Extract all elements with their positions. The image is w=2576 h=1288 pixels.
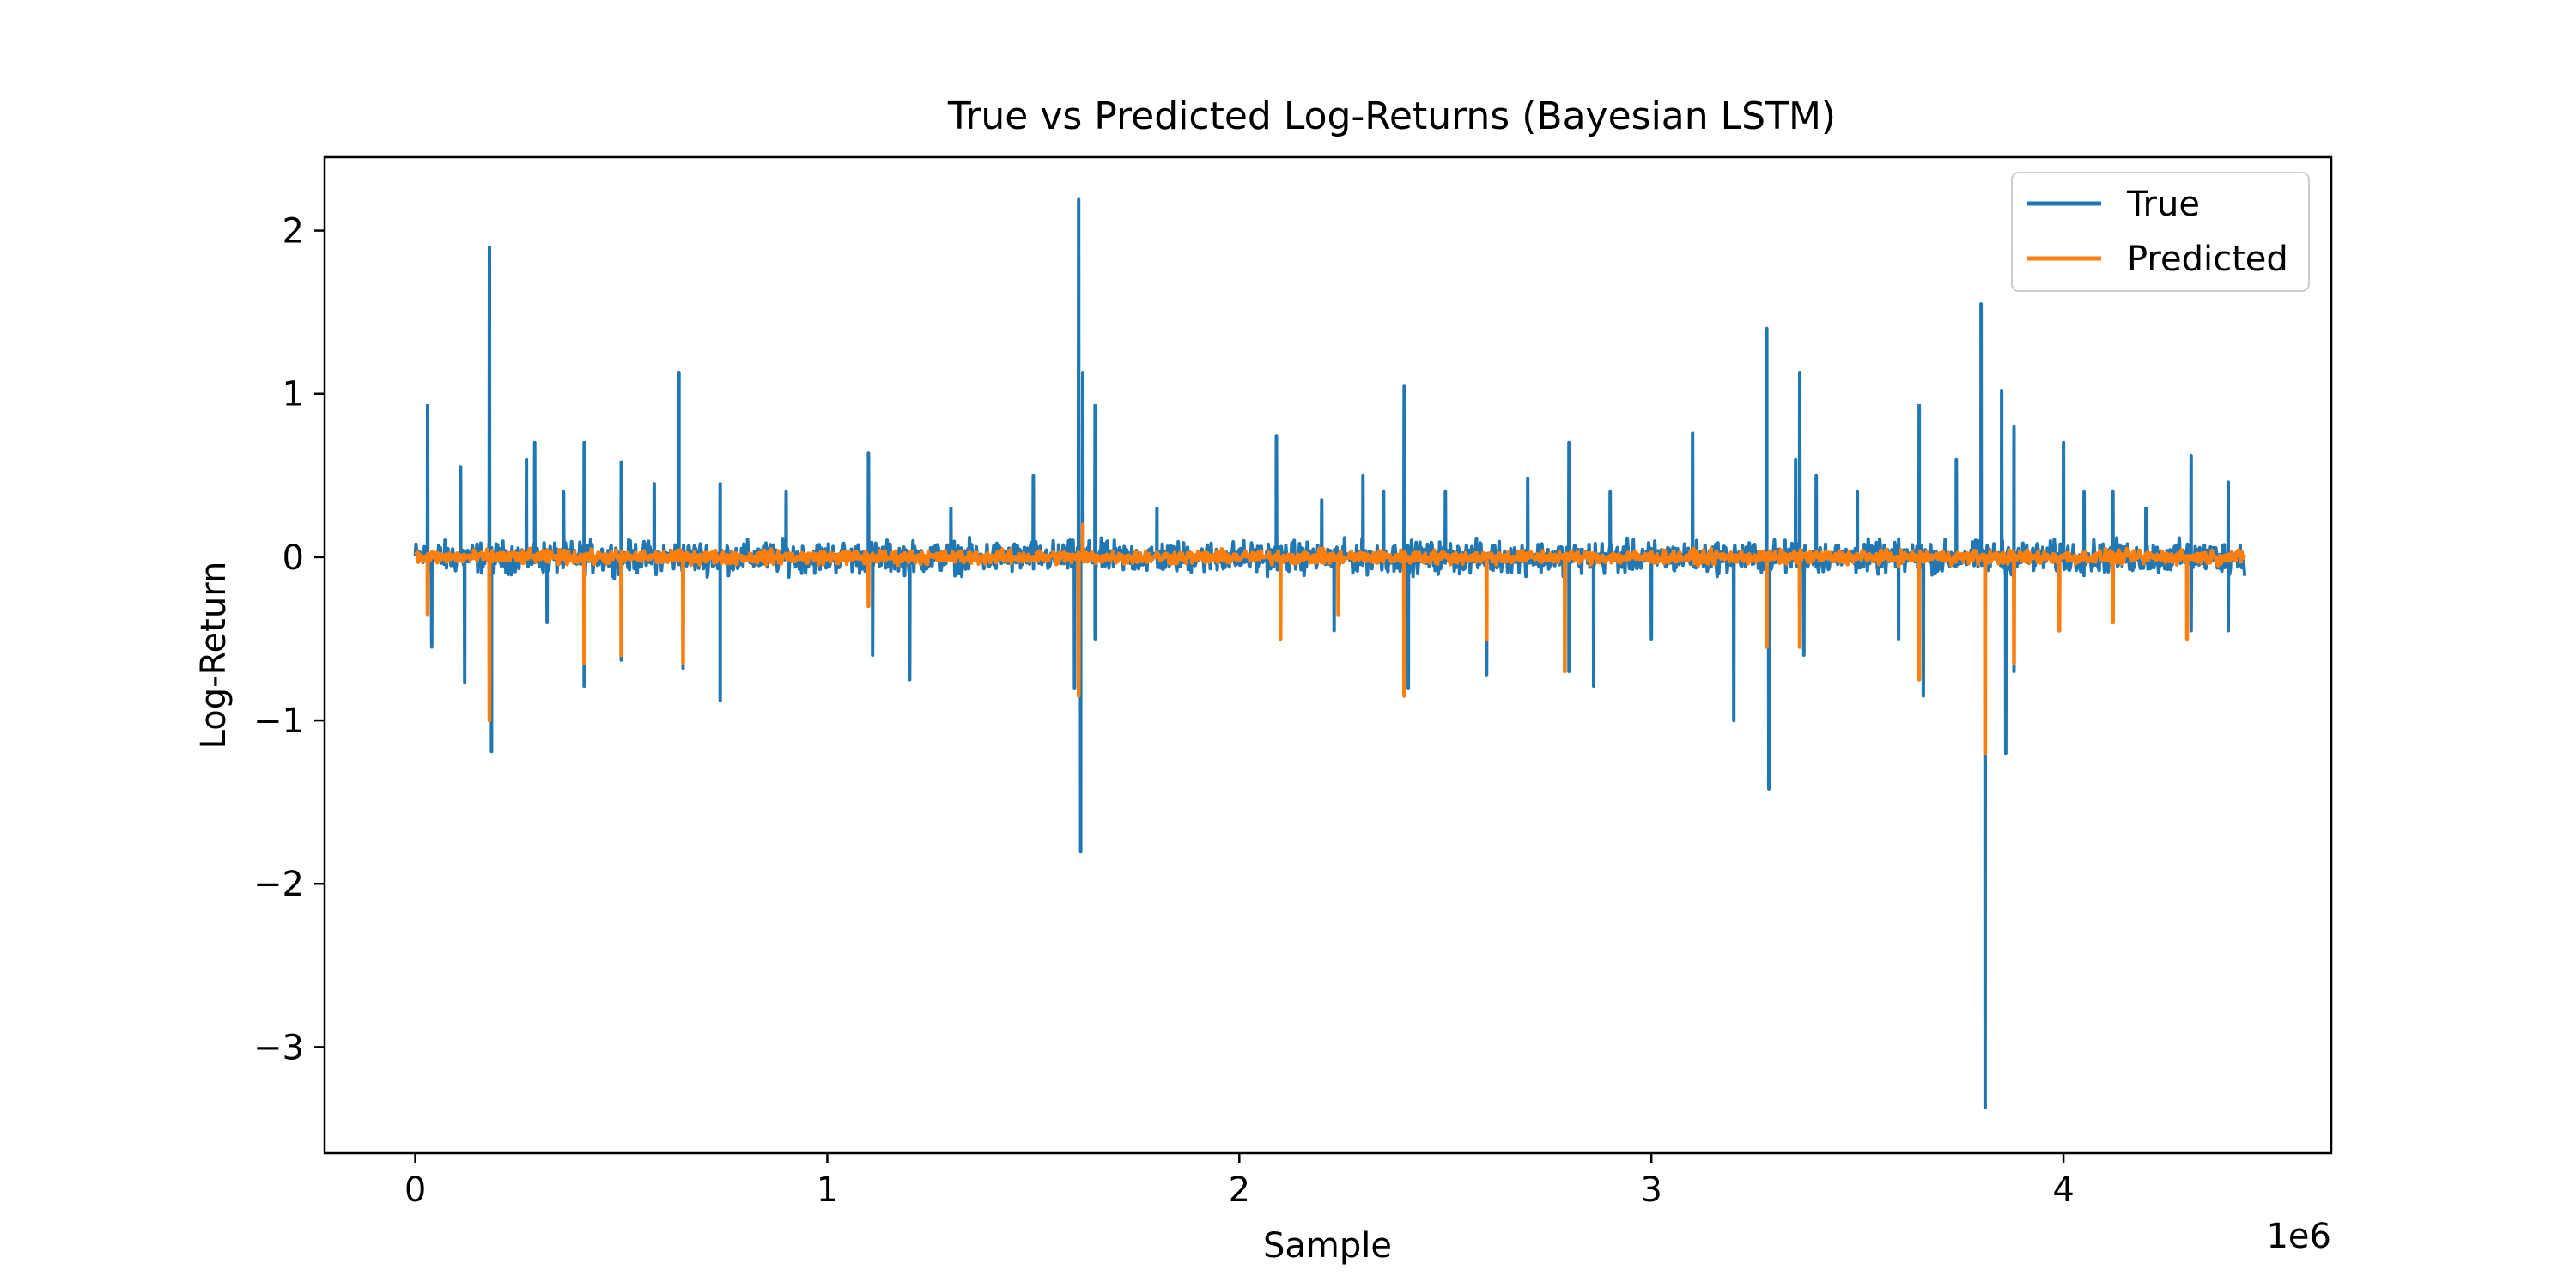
y-tick-label: 2 — [283, 212, 304, 252]
y-tick-label: −3 — [253, 1028, 304, 1067]
y-tick-label: −2 — [253, 865, 304, 904]
y-tick-label: −1 — [253, 702, 304, 741]
x-axis-label: Sample — [1263, 1226, 1392, 1266]
plot-area — [413, 197, 2247, 1109]
x-tick-label: 0 — [404, 1170, 426, 1210]
x-axis-offset-label: 1e6 — [2266, 1217, 2331, 1256]
x-tick-label: 2 — [1229, 1170, 1250, 1210]
legend-label-predicted: Predicted — [2127, 240, 2288, 279]
x-tick-label: 1 — [817, 1170, 838, 1210]
y-tick-label: 0 — [283, 538, 304, 578]
x-tick-label: 4 — [2052, 1170, 2074, 1210]
y-tick-label: 1 — [283, 375, 304, 415]
chart-title: True vs Predicted Log-Returns (Bayesian … — [947, 94, 1836, 138]
axes-frame — [323, 155, 2333, 1155]
y-axis-label: Log-Return — [194, 562, 234, 750]
axis-ticks: 0 1 2 3 4 2 1 0 −1 −2 −3 — [253, 212, 2075, 1210]
legend-label-true: True — [2126, 185, 2200, 224]
x-tick-label: 3 — [1640, 1170, 1662, 1210]
legend: True Predicted — [2011, 172, 2310, 292]
series-line-predicted — [414, 522, 2247, 756]
